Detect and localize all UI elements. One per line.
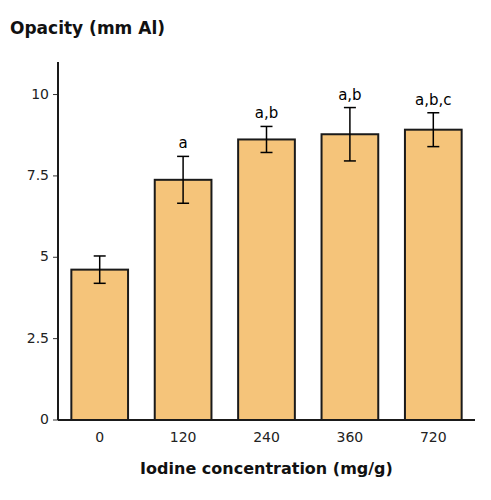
error-line [266,126,268,152]
x-tick-label: 240 [253,429,280,445]
error-bar [344,108,356,161]
bar [71,270,128,420]
x-axis-line [58,419,475,421]
bar [405,130,462,420]
y-axis-line [57,62,59,420]
error-line [99,256,101,283]
x-axis-label: Iodine concentration (mg/g) [140,459,393,478]
bar [238,139,295,420]
y-tick-label: 0 [40,411,49,427]
error-cap [177,156,189,158]
y-tick-label: 7.5 [27,167,49,183]
error-bar [427,113,439,147]
chart: 0 2.5 5 7.5 10 a a,b a,b a,b,c 0 120 240 360 720 Iodin… [0,0,491,500]
error-bar [261,126,273,152]
error-cap [261,126,273,128]
x-tick-label: 120 [170,429,197,445]
error-line [349,108,351,161]
bar [322,134,379,420]
error-cap [94,255,106,257]
error-cap [94,283,106,285]
y-tick-label: 5 [40,248,49,264]
error-cap [427,112,439,114]
x-tick-label: 720 [420,429,447,445]
annotation: a,b [255,104,278,122]
x-axis-ticks: 0 120 240 360 720 [95,429,446,445]
annotation: a,b [338,86,361,104]
y-tick-label: 2.5 [27,330,49,346]
y-axis-label: Opacity (mm Al) [10,18,165,38]
error-cap [261,152,273,154]
annotation: a [178,134,187,152]
bars [71,108,461,420]
x-tick-label: 0 [95,429,104,445]
y-axis-ticks: 0 2.5 5 7.5 10 [27,86,58,427]
error-bar [94,256,106,283]
annotation: a,b,c [415,91,452,109]
annotations: a a,b a,b a,b,c [178,86,451,153]
y-tick-label: 10 [31,86,49,102]
error-cap [344,107,356,109]
chart-container: 0 2.5 5 7.5 10 a a,b a,b a,b,c 0 120 240 360 720 Iodin… [0,0,491,500]
error-line [433,113,435,147]
error-cap [427,146,439,148]
error-cap [344,160,356,162]
error-bar [177,156,189,203]
bar [155,180,212,420]
error-cap [177,202,189,204]
x-tick-label: 360 [337,429,364,445]
error-line [182,156,184,203]
